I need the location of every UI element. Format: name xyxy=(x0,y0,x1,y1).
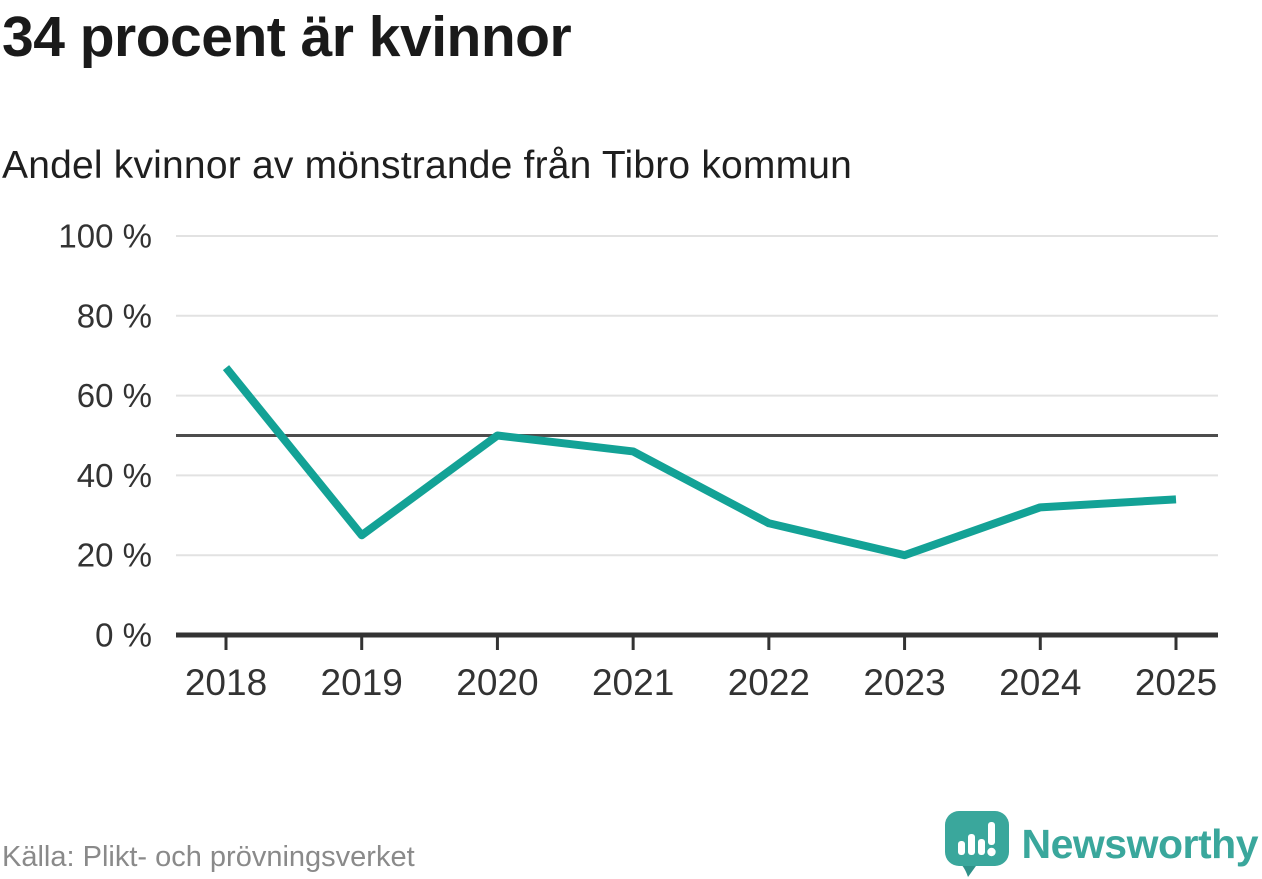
data-line xyxy=(222,365,1177,560)
xtick-label: 2018 xyxy=(185,662,267,703)
ytick-label: 60 % xyxy=(77,377,152,414)
xtick-label: 2025 xyxy=(1135,662,1217,703)
newsworthy-wordmark: Newsworthy xyxy=(1021,820,1259,867)
ytick-label: 20 % xyxy=(77,537,152,574)
ytick-label: 0 % xyxy=(95,617,152,654)
xtick-label: 2024 xyxy=(999,662,1081,703)
source-caption: Källa: Plikt- och prövningsverket xyxy=(2,841,415,873)
page-subtitle: Andel kvinnor av mönstrande från Tibro k… xyxy=(2,144,853,187)
newsworthy-icon xyxy=(944,811,1009,877)
ytick-label: 100 % xyxy=(58,218,152,255)
xtick-label: 2021 xyxy=(592,662,674,703)
ytick-label: 80 % xyxy=(77,297,152,334)
xtick-label: 2020 xyxy=(456,662,538,703)
line-chart: 0 % 20 % 40 % 60 % 80 % 100 % 2018 2019 2020 2021… xyxy=(58,218,1218,703)
ytick-label: 40 % xyxy=(77,457,152,494)
xtick-label: 2022 xyxy=(728,662,810,703)
xtick-label: 2019 xyxy=(321,662,403,703)
page-title: 34 procent är kvinnor xyxy=(2,5,572,69)
newsworthy-logo: Newsworthy xyxy=(944,811,1259,877)
xtick-label: 2023 xyxy=(863,662,945,703)
